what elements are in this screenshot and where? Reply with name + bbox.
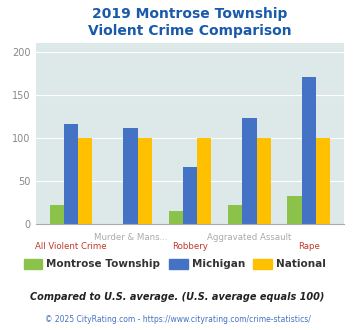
Bar <box>302 78 316 224</box>
Bar <box>197 138 211 224</box>
Text: Rape: Rape <box>298 242 320 250</box>
Text: Compared to U.S. average. (U.S. average equals 100): Compared to U.S. average. (U.S. average … <box>30 292 325 302</box>
Bar <box>78 138 92 224</box>
Bar <box>228 205 242 224</box>
Bar <box>169 211 183 224</box>
Bar <box>138 138 152 224</box>
Text: © 2025 CityRating.com - https://www.cityrating.com/crime-statistics/: © 2025 CityRating.com - https://www.city… <box>45 315 310 324</box>
Text: Robbery: Robbery <box>172 242 208 250</box>
Text: Aggravated Assault: Aggravated Assault <box>207 233 291 242</box>
Bar <box>123 128 138 224</box>
Bar <box>257 138 271 224</box>
Text: Murder & Mans...: Murder & Mans... <box>94 233 167 242</box>
Bar <box>288 196 302 224</box>
Bar <box>316 138 330 224</box>
Bar <box>183 167 197 224</box>
Text: All Violent Crime: All Violent Crime <box>35 242 107 250</box>
Bar <box>50 205 64 224</box>
Bar <box>64 124 78 224</box>
Legend: Montrose Township, Michigan, National: Montrose Township, Michigan, National <box>20 255 330 274</box>
Bar <box>242 118 257 224</box>
Title: 2019 Montrose Township
Violent Crime Comparison: 2019 Montrose Township Violent Crime Com… <box>88 7 292 38</box>
